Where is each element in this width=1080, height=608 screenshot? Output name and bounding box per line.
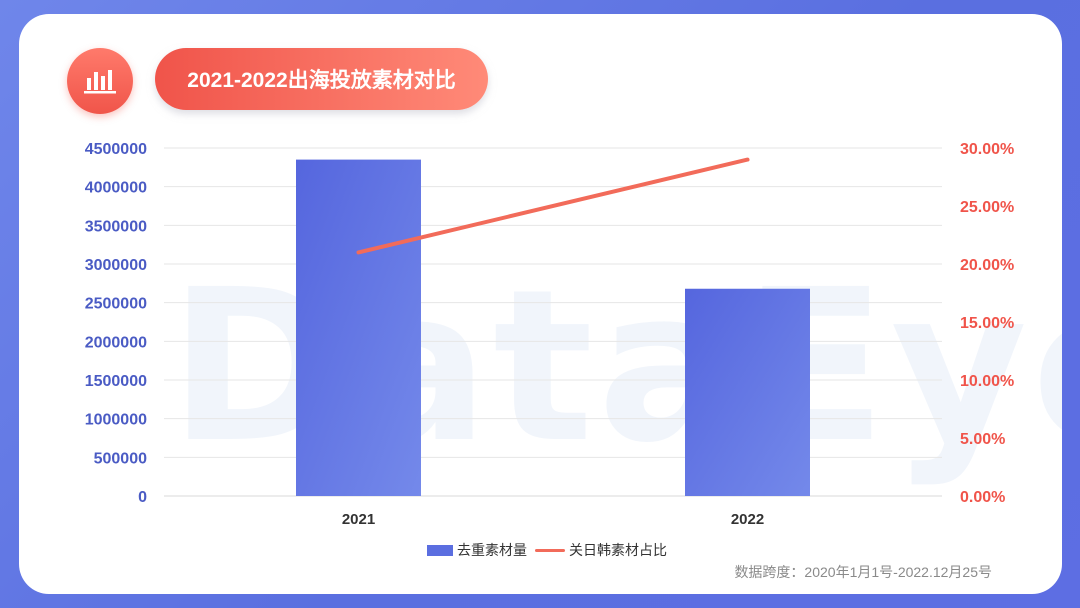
left-axis-tick-label: 1500000 [85,373,147,390]
legend-label-bar: 去重素材量 [457,542,527,558]
legend-label-line: 关日韩素材占比 [569,542,667,558]
right-axis-tick-label: 15.00% [960,315,1014,332]
header-icon-badge [67,48,133,114]
left-axis-tick-label: 4500000 [85,141,147,158]
left-axis-tick-label: 1000000 [85,412,147,429]
legend-swatch-bar [427,544,453,556]
left-axis-tick-label: 2000000 [85,334,147,351]
combo-chart: 0 500000 1000000 1500000 2000000 2500000 30000… [85,141,1015,528]
bar [685,288,810,496]
right-axis-tick-label: 0.00% [960,489,1005,506]
x-axis-tick-label: 2021 [342,511,375,528]
legend-swatch-line [535,548,565,552]
right-axis-tick-label: 20.00% [960,257,1014,274]
chart-card: DataEye 2021-2022出海投放素材对比 05000001000000… [19,14,1062,594]
right-axis-tick-label: 5.00% [960,431,1005,448]
bar [296,159,421,496]
left-axis-tick-label: 4000000 [85,180,147,197]
source-note: 数据跨度：2020年1月1号-2022.12月25号 [734,564,992,580]
left-axis-tick-label: 3500000 [85,218,147,235]
right-axis-tick-label: 10.00% [960,373,1014,390]
right-axis-tick-label: 25.00% [960,199,1014,216]
chart-legend: 去重素材量 关日韩素材占比 [427,541,667,559]
series-line [356,157,750,255]
left-axis-tick-label: 2500000 [85,296,147,313]
page-title: 2021-2022出海投放素材对比 [155,48,488,110]
left-axis-tick-label: 500000 [94,450,147,467]
bar-chart-icon [84,70,116,94]
left-axis-tick-label: 3000000 [85,257,147,274]
right-axis-tick-label: 30.00% [960,141,1014,158]
x-axis-tick-label: 2022 [731,511,764,528]
left-axis-tick-label: 0 [138,489,147,506]
